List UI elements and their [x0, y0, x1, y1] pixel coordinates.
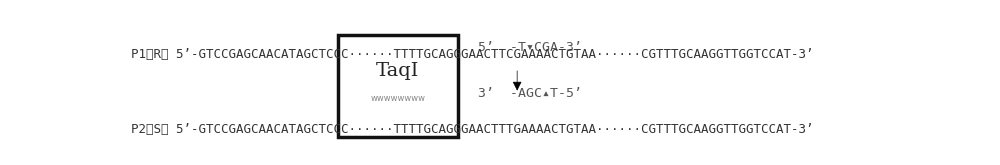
Text: P2（S） 5’-GTCCGAGCAACATAGCTCCC······TTTTGCAGGGAACTTTGAAAACTGTAA······CGTTTGCAAGGT: P2（S） 5’-GTCCGAGCAACATAGCTCCC······TTTTG… — [131, 123, 814, 136]
Text: wwwwwwww: wwwwwwww — [370, 94, 425, 103]
Text: 5’  -T▾CGA-3’: 5’ -T▾CGA-3’ — [478, 41, 582, 54]
Text: P1（R） 5’-GTCCGAGCAACATAGCTCCC······TTTTGCAGGGAACTTCGAAAACTGTAA······CGTTTGCAAGGT: P1（R） 5’-GTCCGAGCAACATAGCTCCC······TTTTG… — [131, 48, 814, 61]
Text: 3’  -AGC▴T-5’: 3’ -AGC▴T-5’ — [478, 87, 582, 100]
Bar — [338, 35, 458, 137]
Text: TaqI: TaqI — [376, 62, 419, 80]
